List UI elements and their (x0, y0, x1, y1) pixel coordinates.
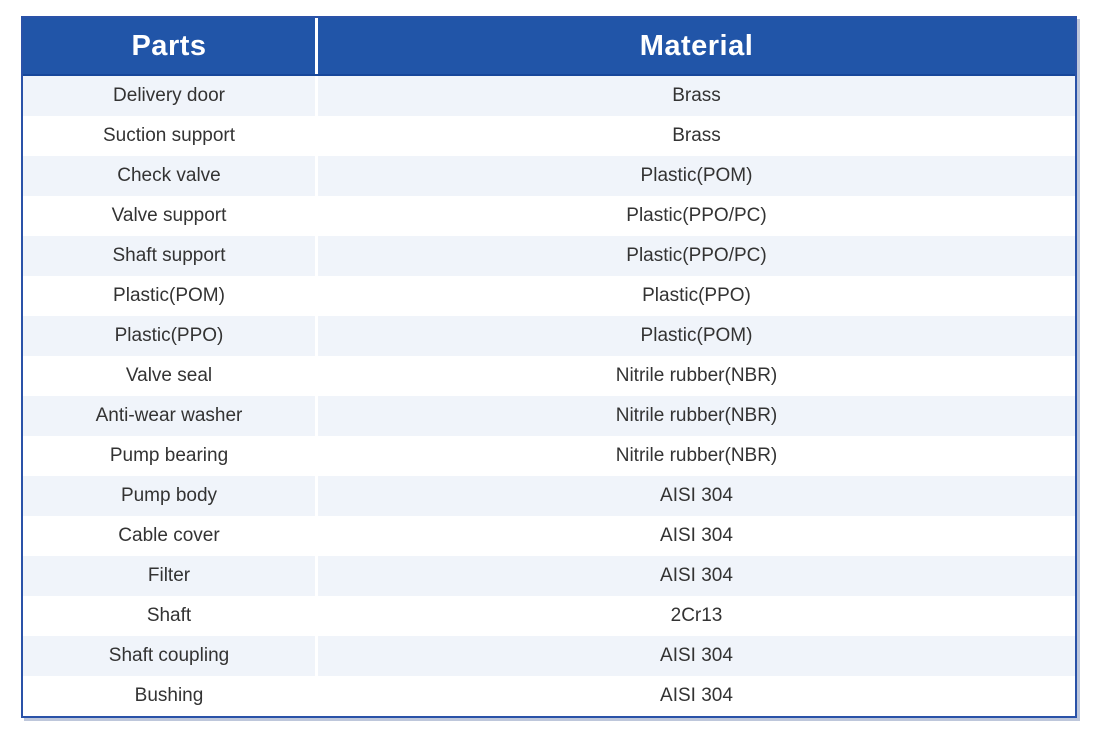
column-header-material: Material (639, 29, 754, 62)
column-header-parts: Parts (23, 18, 318, 74)
material-cell: AISI 304 (660, 525, 733, 546)
material-cell: AISI 304 (660, 685, 733, 706)
material-cell: Plastic(PPO) (642, 285, 751, 306)
material-cell: Plastic(POM) (640, 325, 753, 346)
part-cell: Plastic(PPO) (23, 316, 318, 356)
part-cell: Plastic(POM) (23, 276, 318, 316)
part-cell: Shaft coupling (23, 636, 318, 676)
part-cell: Filter (23, 556, 318, 596)
table-header-row: Parts Material (23, 18, 1075, 76)
part-cell: Check valve (23, 156, 318, 196)
table-row: Plastic(POM) Plastic(PPO) (23, 276, 1075, 316)
material-cell: 2Cr13 (670, 605, 723, 626)
table-row: Valve support Plastic(PPO/PC) (23, 196, 1075, 236)
table-row: Check valve Plastic(POM) (23, 156, 1075, 196)
material-cell: AISI 304 (660, 565, 733, 586)
table-row: Delivery door Brass (23, 76, 1075, 116)
table-row: Pump body AISI 304 (23, 476, 1075, 516)
material-cell: Nitrile rubber(NBR) (615, 365, 778, 386)
material-cell: Plastic(PPO/PC) (626, 205, 767, 226)
table-row: Shaft support Plastic(PPO/PC) (23, 236, 1075, 276)
part-cell: Shaft support (23, 236, 318, 276)
part-cell: Pump bearing (23, 436, 318, 476)
part-cell: Cable cover (23, 516, 318, 556)
material-cell: Plastic(PPO/PC) (626, 245, 767, 266)
table-row: Valve seal Nitrile rubber(NBR) (23, 356, 1075, 396)
table-row: Cable cover AISI 304 (23, 516, 1075, 556)
parts-material-table: Parts Material Delivery door Brass Suction… (21, 16, 1077, 718)
material-cell: Nitrile rubber(NBR) (615, 405, 778, 426)
part-cell: Pump body (23, 476, 318, 516)
table-body: Delivery door Brass Suction support Brass Ch… (23, 76, 1075, 716)
part-cell: Valve seal (23, 356, 318, 396)
table-row: Bushing AISI 304 (23, 676, 1075, 716)
table-row: Filter AISI 304 (23, 556, 1075, 596)
table-row: Shaft coupling AISI 304 (23, 636, 1075, 676)
part-cell: Suction support (23, 116, 318, 156)
material-cell: AISI 304 (660, 645, 733, 666)
table-row: Shaft 2Cr13 (23, 596, 1075, 636)
table-row: Anti-wear washer Nitrile rubber(NBR) (23, 396, 1075, 436)
part-cell: Valve support (23, 196, 318, 236)
material-cell: AISI 304 (660, 485, 733, 506)
part-cell: Anti-wear washer (23, 396, 318, 436)
part-cell: Delivery door (23, 76, 318, 116)
part-cell: Bushing (23, 676, 318, 716)
table-row: Plastic(PPO) Plastic(POM) (23, 316, 1075, 356)
material-cell: Brass (672, 125, 721, 146)
table-row: Suction support Brass (23, 116, 1075, 156)
part-cell: Shaft (23, 596, 318, 636)
material-cell: Plastic(POM) (640, 165, 753, 186)
material-cell: Nitrile rubber(NBR) (615, 445, 778, 466)
table-row: Pump bearing Nitrile rubber(NBR) (23, 436, 1075, 476)
material-cell: Brass (672, 85, 721, 106)
